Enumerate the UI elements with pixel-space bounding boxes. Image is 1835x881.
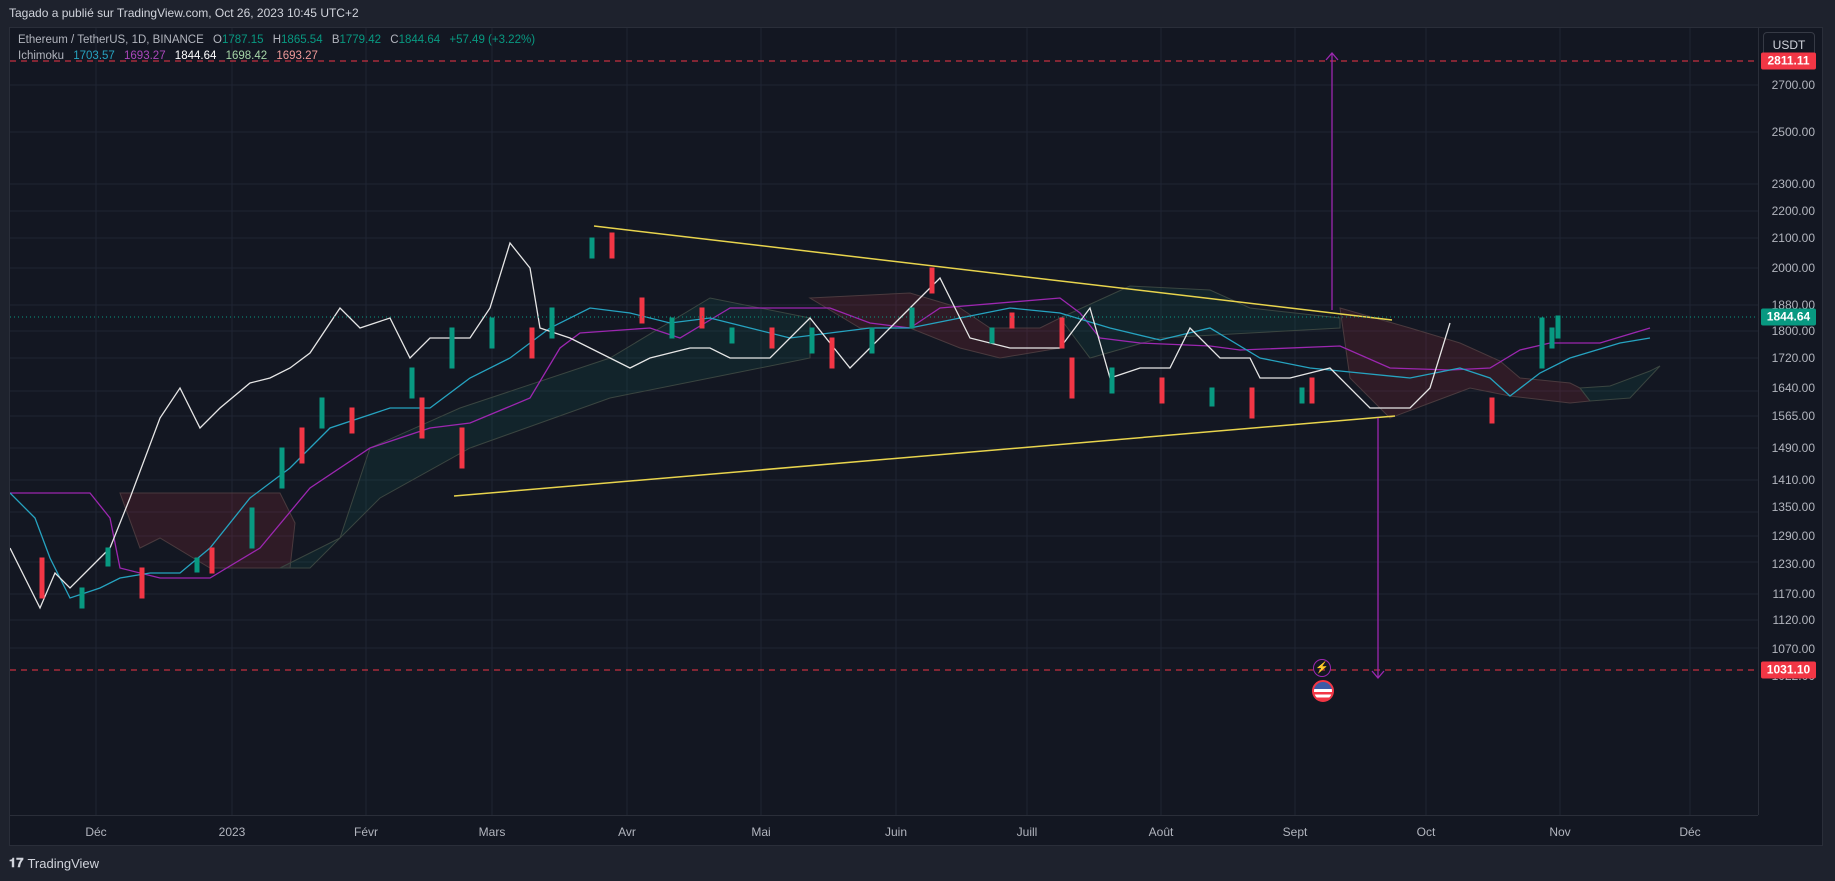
tradingview-logo-icon: 𝟏𝟕 — [9, 855, 24, 870]
price-tick: 1800.00 — [1771, 324, 1815, 338]
price-tick: 1350.00 — [1771, 500, 1815, 514]
tradingview-brand[interactable]: 𝟏𝟕 TradingView — [9, 855, 99, 871]
time-label: Nov — [1549, 825, 1571, 839]
price-tick: 2300.00 — [1771, 177, 1815, 191]
lightning-event-icon[interactable]: ⚡ — [1313, 659, 1331, 677]
price-tick: 2200.00 — [1771, 204, 1815, 218]
ohlc-high: H1865.54 — [272, 34, 323, 46]
chikou-value: 1844.64 — [174, 50, 217, 62]
price-axis[interactable]: USDT 2700.00 2500.00 2300.00 2200.00 210… — [1758, 28, 1823, 815]
lower-target-badge: 1031.10 — [1761, 661, 1816, 679]
last-price-badge: 1844.64 — [1761, 308, 1816, 326]
price-tick: 1070.00 — [1771, 642, 1815, 656]
price-tick: 2700.00 — [1771, 78, 1815, 92]
time-label: Juin — [884, 825, 908, 839]
upper-target-badge: 2811.11 — [1761, 52, 1816, 70]
time-label: Oct — [1416, 825, 1436, 839]
indicator-name: Ichimoku — [18, 50, 65, 62]
tenkan-value: 1703.57 — [73, 50, 115, 62]
price-change: +57.49 (+3.22%) — [449, 34, 536, 46]
time-axis[interactable]: Déc 2023 Févr Mars Avr Mai Juin Juill Ao… — [10, 815, 1758, 846]
price-tick: 1565.00 — [1771, 409, 1815, 423]
price-tick: 1640.00 — [1771, 381, 1815, 395]
price-tick: 2100.00 — [1771, 231, 1815, 245]
time-label: Mars — [478, 825, 506, 839]
time-label: Juill — [1016, 825, 1038, 839]
price-tick: 2000.00 — [1771, 261, 1815, 275]
chart-canvas — [10, 28, 1758, 815]
time-label: Mai — [751, 825, 771, 839]
price-tick: 1720.00 — [1771, 351, 1815, 365]
time-label: 2023 — [218, 825, 246, 839]
ohlc-low: B1779.42 — [331, 34, 382, 46]
time-label: Févr — [354, 825, 378, 839]
price-tick: 1290.00 — [1771, 529, 1815, 543]
time-label: Déc — [85, 825, 107, 839]
price-tick: 1230.00 — [1771, 557, 1815, 571]
brand-name: TradingView — [27, 855, 100, 871]
time-label: Sept — [1282, 825, 1308, 839]
price-tick: 2500.00 — [1771, 125, 1815, 139]
kijun-value: 1693.27 — [124, 50, 166, 62]
us-flag-event-icon[interactable] — [1312, 680, 1334, 702]
time-label: Déc — [1679, 825, 1701, 839]
chart-pane[interactable]: ⚡ Ethereum / TetherUS, 1D, BINANCE O1787… — [10, 28, 1758, 815]
senkou-b-value: 1693.27 — [276, 50, 318, 62]
price-tick: 1410.00 — [1771, 473, 1815, 487]
ohlc-close: C1844.64 — [390, 34, 441, 46]
ohlc-open: O1787.15 — [212, 34, 264, 46]
price-tick: 1120.00 — [1772, 613, 1816, 627]
time-label: Août — [1148, 825, 1174, 839]
symbol-name: Ethereum / TetherUS, 1D, BINANCE — [18, 34, 204, 46]
indicator-legend[interactable]: Ichimoku 1703.57 1693.27 1844.64 1698.42… — [18, 50, 324, 62]
chart-frame: ⚡ Ethereum / TetherUS, 1D, BINANCE O1787… — [9, 27, 1823, 846]
price-tick: 1170.00 — [1772, 587, 1816, 601]
symbol-legend[interactable]: Ethereum / TetherUS, 1D, BINANCE O1787.1… — [18, 34, 541, 46]
time-label: Avr — [618, 825, 636, 839]
publish-info: Tagado a publié sur TradingView.com, Oct… — [9, 6, 359, 20]
price-tick: 1490.00 — [1771, 441, 1815, 455]
senkou-a-value: 1698.42 — [225, 50, 268, 62]
